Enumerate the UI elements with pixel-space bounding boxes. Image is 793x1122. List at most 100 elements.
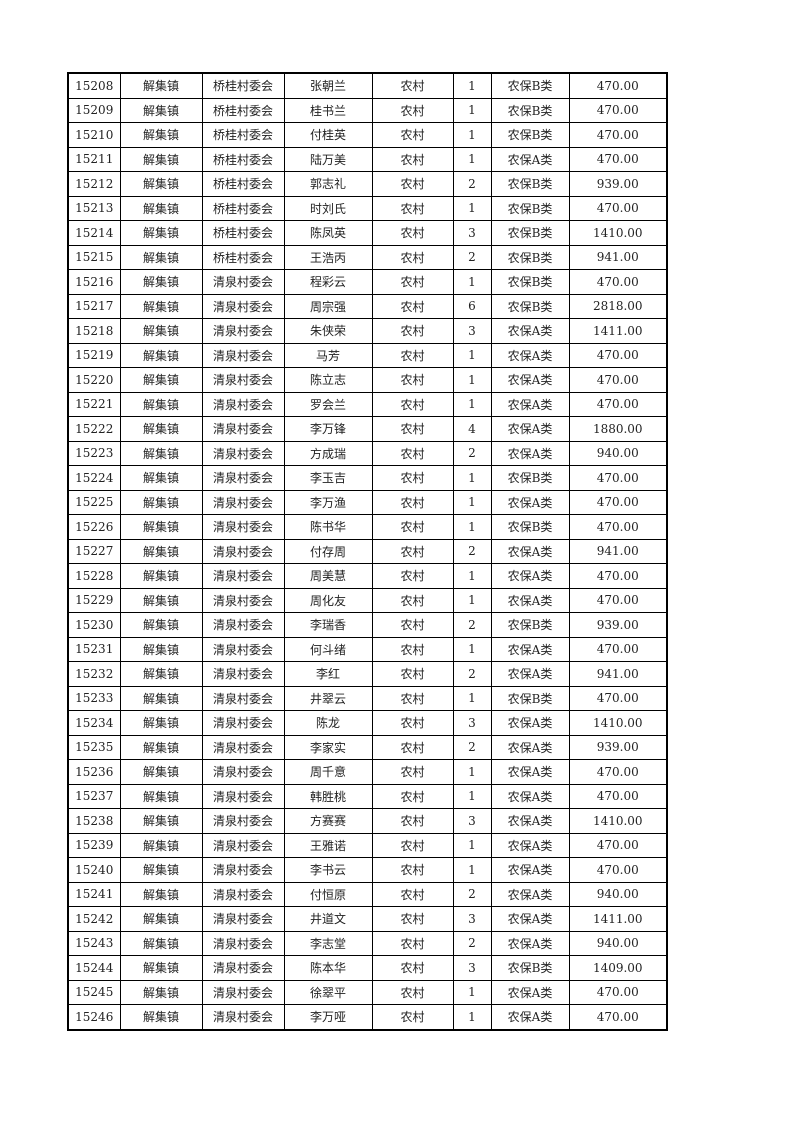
name-cell: 付桂英 — [283, 122, 373, 148]
village-committee-cell: 清泉村委会 — [201, 514, 285, 540]
village-committee-cell: 清泉村委会 — [201, 318, 285, 344]
record-number-cell: 15211 — [67, 146, 121, 172]
town-cell: 解集镇 — [119, 808, 203, 834]
name-cell: 何斗绪 — [283, 636, 373, 662]
insurance-category-cell: 农保A类 — [490, 367, 570, 393]
table-row: 15241 解集镇 清泉村委会 付恒原 农村 2 农保A类 940.00 — [67, 881, 668, 907]
name-cell: 周美慧 — [283, 563, 373, 589]
name-cell: 时刘氏 — [283, 195, 373, 221]
name-cell: 李红 — [283, 661, 373, 687]
name-cell: 陈本华 — [283, 955, 373, 981]
record-number-cell: 15244 — [67, 955, 121, 981]
village-committee-cell: 桥桂村委会 — [201, 171, 285, 197]
area-type-cell: 农村 — [371, 955, 454, 981]
insurance-category-cell: 农保A类 — [490, 979, 570, 1005]
amount-cell: 1410.00 — [568, 808, 668, 834]
insurance-category-cell: 农保B类 — [490, 955, 570, 981]
village-committee-cell: 清泉村委会 — [201, 269, 285, 295]
household-count-cell: 1 — [452, 832, 492, 858]
table-row: 15216 解集镇 清泉村委会 程彩云 农村 1 农保B类 470.00 — [67, 269, 668, 295]
insurance-category-cell: 农保A类 — [490, 489, 570, 515]
town-cell: 解集镇 — [119, 685, 203, 711]
name-cell: 韩胜桃 — [283, 783, 373, 809]
town-cell: 解集镇 — [119, 857, 203, 883]
village-committee-cell: 清泉村委会 — [201, 489, 285, 515]
insurance-category-cell: 农保A类 — [490, 342, 570, 368]
village-committee-cell: 清泉村委会 — [201, 710, 285, 736]
amount-cell: 941.00 — [568, 538, 668, 564]
area-type-cell: 农村 — [371, 979, 454, 1005]
table-row: 15230 解集镇 清泉村委会 李瑞香 农村 2 农保B类 939.00 — [67, 612, 668, 638]
household-count-cell: 3 — [452, 808, 492, 834]
town-cell: 解集镇 — [119, 171, 203, 197]
insurance-category-cell: 农保B类 — [490, 612, 570, 638]
town-cell: 解集镇 — [119, 587, 203, 613]
table-row: 15245 解集镇 清泉村委会 徐翠平 农村 1 农保A类 470.00 — [67, 979, 668, 1005]
household-count-cell: 1 — [452, 97, 492, 123]
household-count-cell: 1 — [452, 685, 492, 711]
insurance-category-cell: 农保B类 — [490, 244, 570, 270]
record-number-cell: 15218 — [67, 318, 121, 344]
amount-cell: 470.00 — [568, 465, 668, 491]
town-cell: 解集镇 — [119, 72, 203, 99]
amount-cell: 470.00 — [568, 72, 668, 99]
village-committee-cell: 清泉村委会 — [201, 881, 285, 907]
table-row: 15211 解集镇 桥桂村委会 陆万美 农村 1 农保A类 470.00 — [67, 146, 668, 172]
household-count-cell: 1 — [452, 146, 492, 172]
household-count-cell: 2 — [452, 930, 492, 956]
table-row: 15208 解集镇 桥桂村委会 张朝兰 农村 1 农保B类 470.00 — [67, 72, 668, 99]
village-committee-cell: 清泉村委会 — [201, 587, 285, 613]
record-number-cell: 15243 — [67, 930, 121, 956]
village-committee-cell: 清泉村委会 — [201, 538, 285, 564]
town-cell: 解集镇 — [119, 514, 203, 540]
record-number-cell: 15221 — [67, 391, 121, 417]
household-count-cell: 3 — [452, 906, 492, 932]
insurance-category-cell: 农保A类 — [490, 808, 570, 834]
amount-cell: 470.00 — [568, 759, 668, 785]
town-cell: 解集镇 — [119, 612, 203, 638]
household-count-cell: 1 — [452, 195, 492, 221]
record-number-cell: 15210 — [67, 122, 121, 148]
area-type-cell: 农村 — [371, 391, 454, 417]
village-committee-cell: 桥桂村委会 — [201, 72, 285, 99]
area-type-cell: 农村 — [371, 808, 454, 834]
name-cell: 李万哑 — [283, 1004, 373, 1030]
area-type-cell: 农村 — [371, 489, 454, 515]
name-cell: 马芳 — [283, 342, 373, 368]
record-number-cell: 15242 — [67, 906, 121, 932]
name-cell: 陈龙 — [283, 710, 373, 736]
insurance-category-cell: 农保A类 — [490, 416, 570, 442]
insurance-category-cell: 农保A类 — [490, 881, 570, 907]
town-cell: 解集镇 — [119, 636, 203, 662]
record-number-cell: 15232 — [67, 661, 121, 687]
name-cell: 付恒原 — [283, 881, 373, 907]
amount-cell: 470.00 — [568, 122, 668, 148]
name-cell: 王雅诺 — [283, 832, 373, 858]
village-committee-cell: 清泉村委会 — [201, 465, 285, 491]
amount-cell: 470.00 — [568, 489, 668, 515]
town-cell: 解集镇 — [119, 391, 203, 417]
name-cell: 桂书兰 — [283, 97, 373, 123]
household-count-cell: 1 — [452, 122, 492, 148]
insurance-category-cell: 农保A类 — [490, 440, 570, 466]
town-cell: 解集镇 — [119, 367, 203, 393]
records-table: 15208 解集镇 桥桂村委会 张朝兰 农村 1 农保B类 470.00 15209 解集镇 桥桂村… — [67, 72, 668, 1031]
name-cell: 周宗强 — [283, 293, 373, 319]
table-row: 15231 解集镇 清泉村委会 何斗绪 农村 1 农保A类 470.00 — [67, 636, 668, 662]
village-committee-cell: 清泉村委会 — [201, 783, 285, 809]
insurance-category-cell: 农保A类 — [490, 661, 570, 687]
table-row: 15218 解集镇 清泉村委会 朱侠荣 农村 3 农保A类 1411.00 — [67, 318, 668, 344]
town-cell: 解集镇 — [119, 342, 203, 368]
table-row: 15221 解集镇 清泉村委会 罗会兰 农村 1 农保A类 470.00 — [67, 391, 668, 417]
record-number-cell: 15226 — [67, 514, 121, 540]
record-number-cell: 15225 — [67, 489, 121, 515]
town-cell: 解集镇 — [119, 416, 203, 442]
amount-cell: 941.00 — [568, 244, 668, 270]
name-cell: 陆万美 — [283, 146, 373, 172]
name-cell: 方赛赛 — [283, 808, 373, 834]
amount-cell: 940.00 — [568, 930, 668, 956]
household-count-cell: 1 — [452, 391, 492, 417]
amount-cell: 470.00 — [568, 636, 668, 662]
amount-cell: 470.00 — [568, 195, 668, 221]
record-number-cell: 15231 — [67, 636, 121, 662]
